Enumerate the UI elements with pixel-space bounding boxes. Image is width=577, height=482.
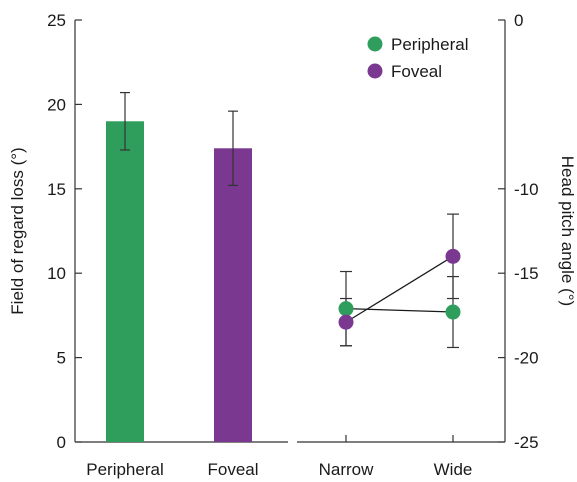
legend-marker bbox=[367, 63, 383, 79]
bar bbox=[106, 121, 144, 442]
right-y-tick-label: -20 bbox=[514, 349, 539, 368]
right-x-tick-label: Narrow bbox=[319, 460, 375, 479]
legend-label: Peripheral bbox=[391, 35, 469, 54]
bar bbox=[214, 148, 252, 442]
left-y-tick-label: 5 bbox=[57, 349, 66, 368]
right-x-tick-label: Wide bbox=[434, 460, 473, 479]
right-y-tick-label: -25 bbox=[514, 433, 539, 452]
data-point bbox=[445, 304, 461, 320]
bar-panel: 0 5 10 15 20 25 Peripheral Foveal Field of regar… bbox=[8, 11, 288, 479]
right-y-axis-title: Head pitch angle (°) bbox=[558, 156, 577, 306]
left-y-tick-label: 15 bbox=[47, 180, 66, 199]
right-y-tick-label: -15 bbox=[514, 264, 539, 283]
legend-label: Foveal bbox=[391, 62, 442, 81]
legend: Peripheral Foveal bbox=[367, 35, 469, 81]
bar-category-label: Peripheral bbox=[86, 460, 164, 479]
data-point bbox=[338, 314, 354, 330]
line-panel: 0 -10 -15 -20 -25 Narrow Wide Head pitch angle … bbox=[297, 11, 577, 479]
right-y-tick-label: 0 bbox=[514, 11, 523, 30]
left-y-axis-title: Field of regard loss (°) bbox=[8, 147, 27, 314]
left-y-tick-label: 0 bbox=[57, 433, 66, 452]
left-y-tick-label: 10 bbox=[47, 264, 66, 283]
series-line bbox=[345, 308, 454, 313]
series-line bbox=[345, 255, 454, 323]
left-y-tick-label: 25 bbox=[47, 11, 66, 30]
data-point bbox=[445, 248, 461, 264]
right-y-tick-label: -10 bbox=[514, 180, 539, 199]
legend-marker bbox=[367, 36, 383, 52]
left-y-tick-label: 20 bbox=[47, 95, 66, 114]
data-point bbox=[338, 301, 354, 317]
bar-category-label: Foveal bbox=[207, 460, 258, 479]
